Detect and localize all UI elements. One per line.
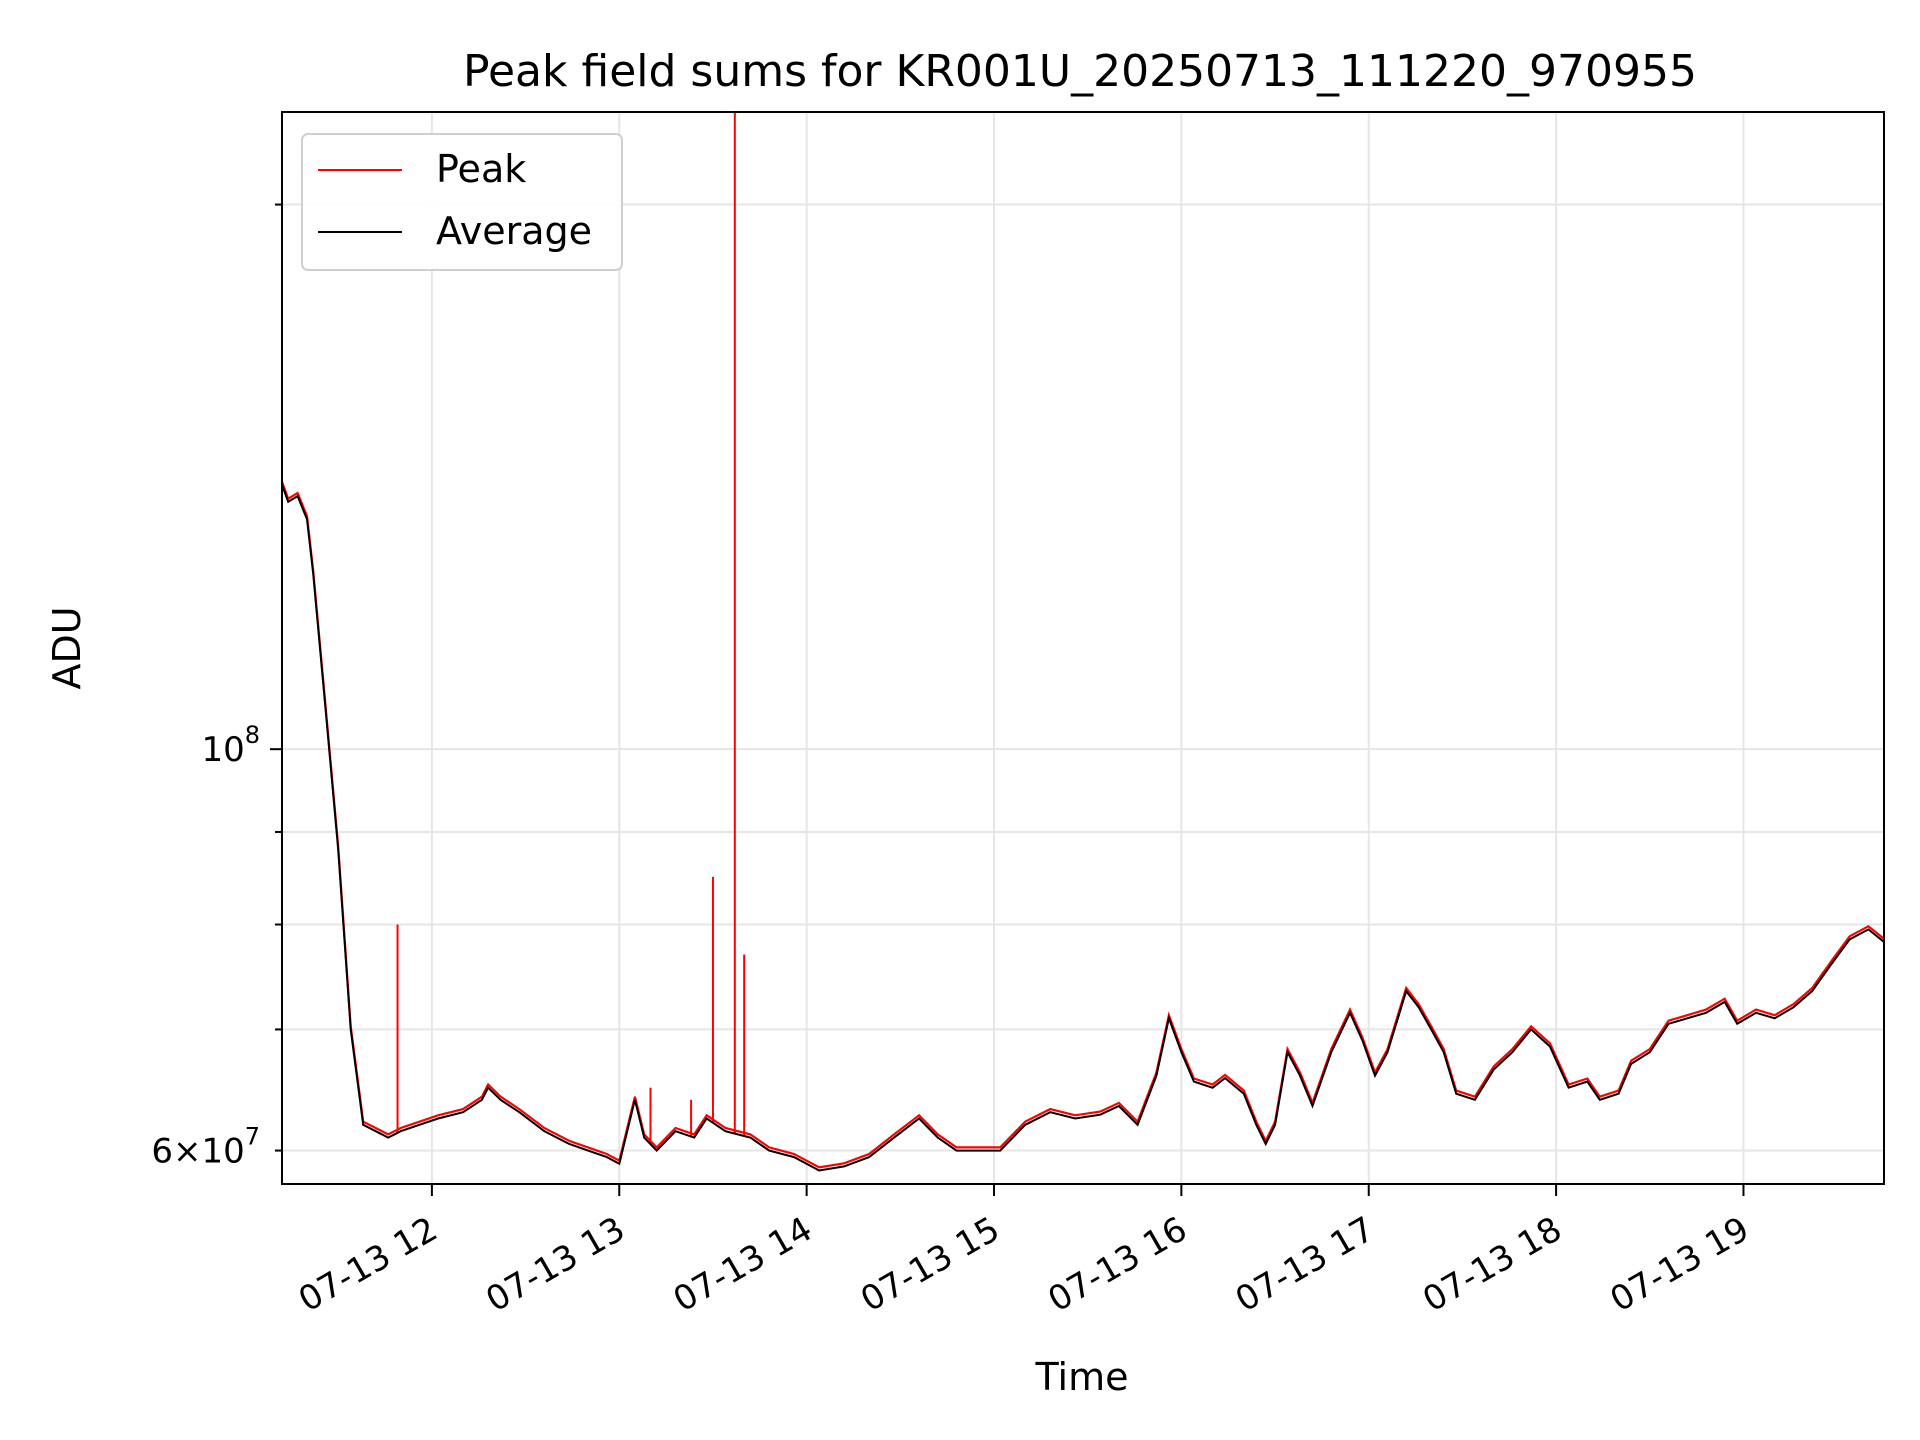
legend-box	[301, 133, 623, 271]
y-axis-ticks: 108 6×107	[151, 203, 282, 1172]
legend: Peak Average	[301, 133, 623, 271]
chart-title: Peak field sums for KR001U_20250713_1112…	[463, 46, 1697, 97]
series-average-line	[282, 484, 1884, 1172]
x-axis-label: Time	[1035, 1355, 1129, 1399]
grid	[282, 112, 1884, 1184]
y-tick-label-minor: 6×107	[151, 1123, 260, 1172]
series-peak-line	[282, 481, 1884, 1169]
y-axis-label: ADU	[45, 606, 89, 689]
y-tick-label-major: 108	[201, 721, 260, 770]
series-layer	[282, 112, 1884, 1172]
legend-average-label: Average	[436, 209, 592, 253]
plot-frame	[281, 111, 1885, 1185]
legend-peak-label: Peak	[436, 147, 526, 191]
series-group	[282, 112, 1884, 1172]
